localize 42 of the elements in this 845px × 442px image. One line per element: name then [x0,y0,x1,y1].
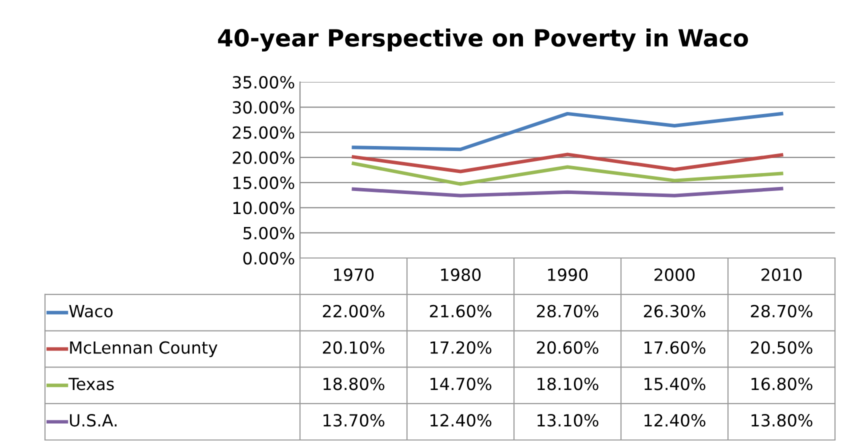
data-label: 12.40% [430,414,492,427]
data-label: 21.60% [430,304,492,318]
y-tick-label: 20.00% [232,151,294,164]
y-tick-label: 25.00% [232,126,294,139]
data-label: 28.70% [750,304,812,318]
data-label: 13.10% [538,414,598,427]
data-label: 18.10% [538,378,598,390]
data-label: 12.40% [644,414,706,427]
y-tick-label: 35.00% [232,76,294,89]
data-label: 15.40% [644,378,706,390]
data-label: 20.50% [750,341,812,354]
data-label: 20.60% [536,341,598,354]
data-label: 14.70% [430,378,492,390]
y-tick-label: 15.00% [233,176,294,190]
x-tick-label: 1990 [548,268,588,282]
x-tick-label: 1980 [441,268,481,282]
legend-label: Texas [68,378,114,390]
line-series [352,186,784,198]
y-tick-label: 30.00% [232,101,294,114]
line-series [352,112,784,152]
x-tick-label: 1970 [334,268,374,282]
legend-label: U.S.A. [70,414,117,427]
y-tick-label: 0.00% [243,252,294,265]
data-label: 17.20% [430,341,492,354]
data-label: 22.00% [322,304,384,318]
data-label: 20.10% [322,341,384,354]
data-label: 16.80% [752,378,812,390]
line-series [352,152,784,174]
legend-label: McLennan County [70,341,218,358]
data-label: 13.70% [324,414,384,427]
data-label: 17.60% [644,341,706,354]
y-tick-label: 5.00% [243,226,294,240]
data-label: 13.80% [752,414,812,427]
line-series [352,162,784,186]
y-tick-label: 10.00% [233,202,294,214]
legend-label: Waco [69,305,113,318]
chart-title: 40-year Perspective on Poverty in Waco [218,28,748,52]
data-label: 26.30% [644,304,706,318]
data-label: 28.70% [536,304,598,318]
data-label: 18.80% [324,378,384,390]
x-tick-label: 2010 [762,268,802,282]
x-tick-label: 2000 [654,268,695,282]
